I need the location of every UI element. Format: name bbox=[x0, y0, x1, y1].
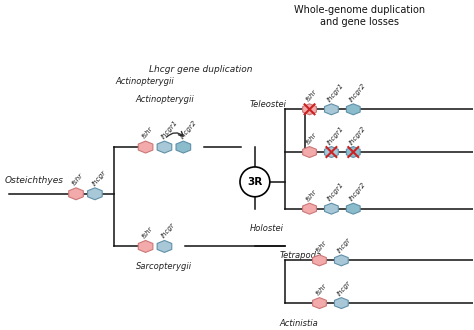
Text: fshr: fshr bbox=[141, 225, 154, 240]
Polygon shape bbox=[88, 188, 102, 200]
Text: lhcgr: lhcgr bbox=[337, 279, 352, 297]
Text: lhcgr1: lhcgr1 bbox=[327, 125, 346, 146]
Text: fshr: fshr bbox=[141, 126, 154, 140]
Text: lhcgr2: lhcgr2 bbox=[179, 119, 198, 140]
Polygon shape bbox=[325, 203, 338, 214]
Polygon shape bbox=[303, 147, 317, 157]
Text: lhcgr2: lhcgr2 bbox=[348, 125, 367, 146]
Text: Lhcgr gene duplication: Lhcgr gene duplication bbox=[148, 65, 252, 74]
Text: lhcgr: lhcgr bbox=[337, 236, 352, 254]
Polygon shape bbox=[176, 141, 191, 153]
Text: lhcgr: lhcgr bbox=[161, 222, 176, 240]
Text: lhcgr: lhcgr bbox=[91, 169, 107, 187]
Text: lhcgr1: lhcgr1 bbox=[161, 119, 179, 140]
Text: Tetrapoda: Tetrapoda bbox=[280, 251, 322, 260]
Text: fshr: fshr bbox=[305, 131, 318, 146]
Text: Teleostei: Teleostei bbox=[250, 100, 287, 109]
Polygon shape bbox=[325, 104, 338, 115]
Text: Actinopterygii: Actinopterygii bbox=[116, 77, 174, 86]
Text: fshr: fshr bbox=[305, 89, 318, 103]
Text: lhcgr2: lhcgr2 bbox=[348, 181, 367, 202]
Text: Holostei: Holostei bbox=[250, 224, 284, 233]
Text: lhcgr1: lhcgr1 bbox=[327, 82, 346, 103]
Text: Actinistia: Actinistia bbox=[280, 319, 319, 328]
Text: Osteichthyes: Osteichthyes bbox=[4, 176, 64, 185]
Polygon shape bbox=[346, 104, 360, 115]
Polygon shape bbox=[303, 104, 317, 115]
Polygon shape bbox=[346, 147, 360, 157]
Text: lhcgr2: lhcgr2 bbox=[348, 82, 367, 103]
Polygon shape bbox=[69, 188, 83, 200]
Polygon shape bbox=[312, 255, 327, 266]
Circle shape bbox=[240, 167, 270, 197]
Polygon shape bbox=[312, 298, 327, 309]
Polygon shape bbox=[325, 147, 338, 157]
Polygon shape bbox=[138, 141, 153, 153]
FancyArrowPatch shape bbox=[166, 131, 183, 137]
Text: fshr: fshr bbox=[71, 172, 85, 187]
Polygon shape bbox=[346, 203, 360, 214]
Polygon shape bbox=[157, 241, 172, 252]
Polygon shape bbox=[335, 255, 348, 266]
Text: Whole-genome duplication
and gene losses: Whole-genome duplication and gene losses bbox=[294, 5, 425, 27]
Text: fshr: fshr bbox=[315, 282, 328, 297]
Polygon shape bbox=[303, 203, 317, 214]
Text: fshr: fshr bbox=[315, 240, 328, 254]
Polygon shape bbox=[138, 241, 153, 252]
Text: lhcgr1: lhcgr1 bbox=[327, 181, 346, 202]
Polygon shape bbox=[157, 141, 172, 153]
Text: 3R: 3R bbox=[247, 177, 263, 187]
Text: fshr: fshr bbox=[305, 188, 318, 202]
Polygon shape bbox=[335, 298, 348, 309]
Text: Sarcopterygii: Sarcopterygii bbox=[136, 262, 192, 271]
Text: Actinopterygii: Actinopterygii bbox=[136, 95, 194, 104]
